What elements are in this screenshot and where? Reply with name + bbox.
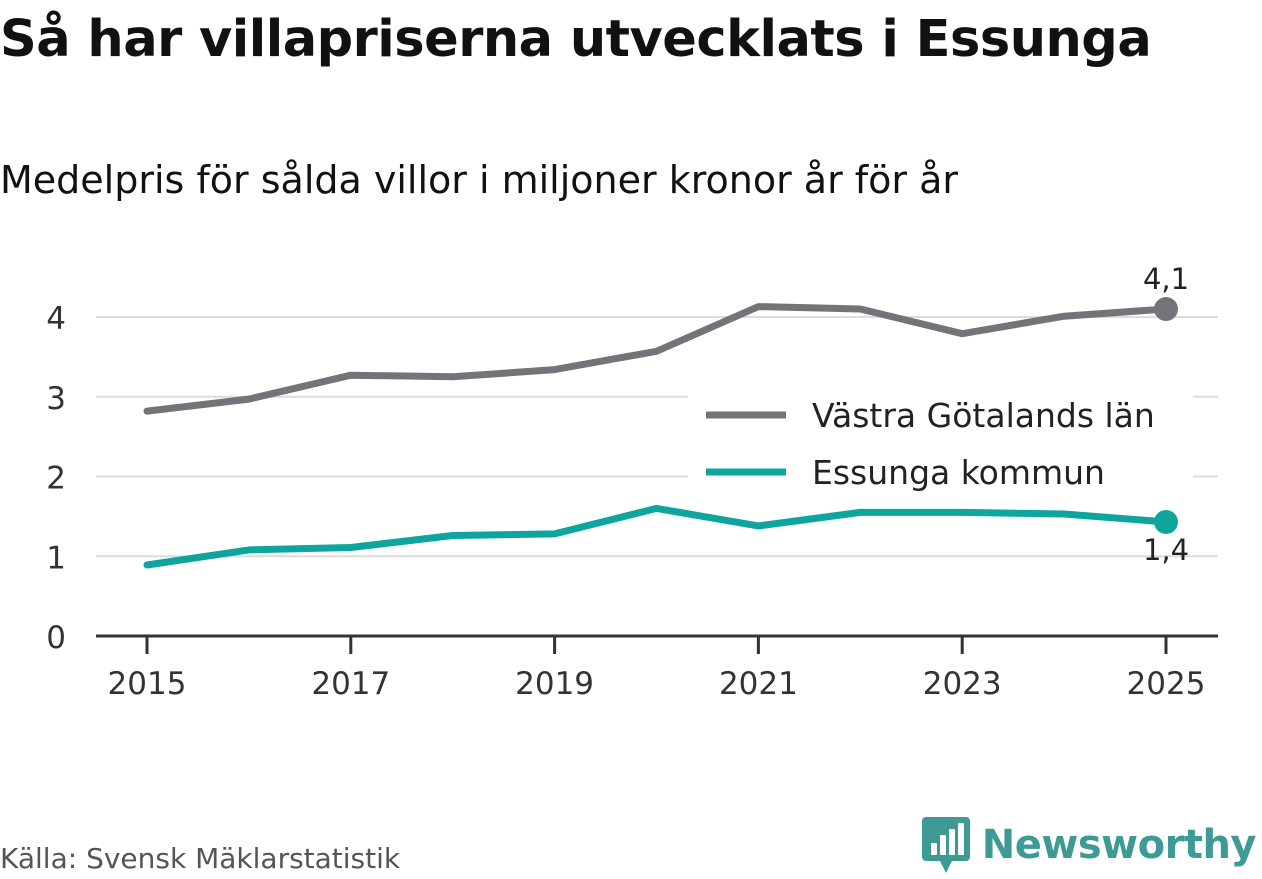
series-end-point-1 [1154,509,1178,534]
brand-name: Newsworthy [981,822,1257,868]
line-chart: 0 1 2 3 4 2015 2017 2019 2021 2023 2025 4,1 1,4 Västr… [46,262,1218,702]
series-line-0 [143,303,1170,415]
source-note: Källa: Svensk Mäklarstatistik [0,842,401,875]
chart-subtitle: Medelpris för sålda villor i miljoner kr… [0,158,959,202]
chart-title: Så har villapriserna utvecklats i Essung… [0,10,1152,69]
legend-label-0: Västra Götalands län [812,396,1155,435]
y-tick-label-1: 1 [46,540,66,576]
legend-background [688,385,1193,503]
x-tick-label-2015: 2015 [108,666,187,702]
x-tick-label-2017: 2017 [311,666,390,702]
x-tick-label-2019: 2019 [515,666,594,702]
y-tick-label-4: 4 [46,301,66,337]
x-tick-label-2021: 2021 [719,666,798,702]
series-end-point-0 [1154,297,1178,322]
newsworthy-logo-icon [921,817,970,873]
x-tick-label-2023: 2023 [923,666,1002,702]
y-tick-label-3: 3 [46,381,66,417]
series-end-label-0: 4,1 [1143,262,1189,296]
series-line-1 [143,504,1170,569]
brand: Newsworthy [921,817,1257,873]
y-tick-label-0: 0 [46,620,66,656]
legend-label-1: Essunga kommun [812,453,1105,492]
y-tick-label-2: 2 [46,461,66,497]
series-end-label-1: 1,4 [1143,533,1189,567]
x-tick-label-2025: 2025 [1127,666,1206,702]
